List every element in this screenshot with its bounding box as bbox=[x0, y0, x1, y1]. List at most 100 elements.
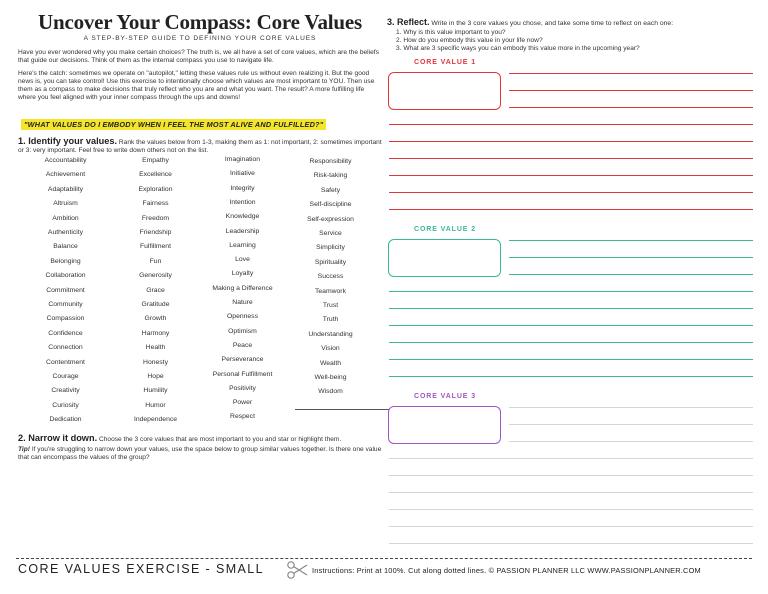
step1-heading: 1. Identify your values. bbox=[18, 136, 118, 146]
value-item: Imagination bbox=[224, 156, 261, 163]
writing-line[interactable] bbox=[389, 291, 753, 292]
value-item: Balance bbox=[53, 243, 78, 251]
value-item: Integrity bbox=[230, 184, 255, 192]
core-value-1-label: CORE VALUE 1 bbox=[414, 59, 477, 66]
value-item: Service bbox=[319, 230, 342, 237]
value-item: Safety bbox=[320, 186, 341, 194]
value-item: Community bbox=[48, 301, 83, 308]
step2-heading: 2. Narrow it down. bbox=[18, 433, 98, 443]
tip-label: Tip! bbox=[18, 446, 30, 453]
core-value-2-box[interactable] bbox=[388, 239, 501, 277]
page-subtitle: A STEP-BY-STEP GUIDE TO DEFINING YOUR CO… bbox=[83, 35, 317, 42]
value-item: Accountability bbox=[44, 157, 87, 164]
writing-line[interactable] bbox=[389, 158, 753, 159]
footer-instructions: Instructions: Print at 100%. Cut along d… bbox=[312, 566, 701, 575]
question-2: 2. How do you embody this value in your … bbox=[396, 37, 543, 45]
writing-line[interactable] bbox=[389, 526, 753, 527]
value-item: Personal Fulfillment bbox=[212, 370, 273, 378]
value-item: Wealth bbox=[319, 359, 342, 367]
value-item: Making a Difference bbox=[212, 284, 273, 292]
step2-text: Choose the 3 core values that are most i… bbox=[98, 436, 342, 443]
value-item: Intention bbox=[229, 198, 256, 206]
write-in-line[interactable] bbox=[295, 408, 390, 410]
value-item: Collaboration bbox=[45, 272, 86, 280]
writing-line[interactable] bbox=[389, 475, 753, 476]
core-value-3-box[interactable] bbox=[388, 406, 501, 444]
tip-text: If you're struggling to narrow down your… bbox=[18, 446, 382, 461]
writing-line[interactable] bbox=[509, 73, 753, 74]
writing-line[interactable] bbox=[389, 308, 753, 309]
value-item: Loyalty bbox=[231, 270, 254, 278]
value-item: Ambition bbox=[52, 214, 79, 222]
writing-line[interactable] bbox=[389, 492, 753, 493]
writing-line[interactable] bbox=[389, 124, 753, 125]
value-item: Confidence bbox=[48, 329, 83, 337]
value-item: Harmony bbox=[141, 329, 170, 337]
value-item: Grace bbox=[146, 286, 165, 294]
writing-line[interactable] bbox=[389, 543, 753, 544]
value-item: Spirituality bbox=[314, 258, 347, 266]
value-item: Responsibility bbox=[309, 158, 352, 165]
value-item: Hope bbox=[147, 373, 164, 380]
value-item: Honesty bbox=[143, 358, 168, 366]
step1-text: Rank the values below from 1-3, making t… bbox=[18, 139, 382, 154]
writing-line[interactable] bbox=[389, 325, 753, 326]
writing-line[interactable] bbox=[509, 107, 753, 108]
value-item: Wisdom bbox=[318, 388, 343, 396]
value-item: Independence bbox=[133, 416, 178, 424]
value-item: Achievement bbox=[45, 171, 86, 179]
reflection-questions: 1. Why is this value important to you? 2… bbox=[396, 29, 640, 54]
value-item: Love bbox=[235, 256, 250, 264]
intro-paragraph-2: Here's the catch: sometimes we operate o… bbox=[18, 70, 375, 102]
value-item: Leadership bbox=[225, 227, 260, 235]
writing-line[interactable] bbox=[389, 359, 753, 360]
value-item: Connection bbox=[48, 344, 83, 352]
value-item: Optimism bbox=[228, 327, 257, 335]
core-value-1-box[interactable] bbox=[388, 72, 501, 110]
step1-section: 1. Identify your values. Rank the values… bbox=[18, 136, 383, 155]
writing-line[interactable] bbox=[389, 376, 753, 377]
tip-text-block: Tip! If you're struggling to narrow down… bbox=[18, 446, 383, 462]
writing-line[interactable] bbox=[509, 240, 753, 241]
value-item: Success bbox=[317, 273, 344, 281]
writing-line[interactable] bbox=[389, 342, 753, 343]
value-item: Compassion bbox=[46, 315, 85, 323]
writing-line[interactable] bbox=[509, 407, 753, 408]
step3-text: Write in the 3 core values you chose, an… bbox=[431, 20, 674, 27]
writing-line[interactable] bbox=[509, 441, 753, 442]
writing-line[interactable] bbox=[509, 257, 753, 258]
value-item: Empathy bbox=[142, 157, 169, 164]
value-item: Growth bbox=[144, 315, 167, 323]
value-item: Generosity bbox=[139, 272, 172, 280]
value-item: Fun bbox=[149, 257, 162, 265]
value-item: Positivity bbox=[229, 384, 256, 392]
value-item: Risk-taking bbox=[313, 172, 348, 180]
scissors-icon bbox=[287, 561, 308, 579]
core-value-3-label: CORE VALUE 3 bbox=[414, 393, 477, 400]
step3-section: 3. Reflect. Write in the 3 core values y… bbox=[387, 17, 673, 27]
value-item: Well-being bbox=[314, 374, 347, 381]
writing-line[interactable] bbox=[389, 192, 753, 193]
writing-line[interactable] bbox=[509, 424, 753, 425]
writing-line[interactable] bbox=[509, 274, 753, 275]
writing-line[interactable] bbox=[389, 509, 753, 510]
value-item: Authenticity bbox=[47, 229, 84, 236]
writing-line[interactable] bbox=[389, 141, 753, 142]
value-item: Humility bbox=[143, 387, 168, 395]
writing-line[interactable] bbox=[389, 458, 753, 459]
value-item: Contentment bbox=[46, 358, 85, 366]
writing-line[interactable] bbox=[389, 175, 753, 176]
value-item: Gratitude bbox=[141, 301, 170, 308]
step2-section: 2. Narrow it down. Choose the 3 core val… bbox=[18, 433, 383, 444]
value-item: Vision bbox=[321, 345, 340, 353]
writing-line[interactable] bbox=[389, 209, 753, 210]
highlight-quote: "WHAT VALUES DO I EMBODY WHEN I FEEL THE… bbox=[21, 119, 327, 130]
value-item: Simplicity bbox=[316, 244, 345, 252]
writing-line[interactable] bbox=[509, 90, 753, 91]
value-item: Perseverance bbox=[221, 356, 264, 364]
value-item: Peace bbox=[232, 341, 253, 349]
value-item: Fulfillment bbox=[140, 243, 171, 251]
step3-heading: 3. Reflect. bbox=[387, 17, 430, 27]
value-item: Courage bbox=[52, 373, 79, 380]
value-item: Health bbox=[145, 344, 166, 352]
